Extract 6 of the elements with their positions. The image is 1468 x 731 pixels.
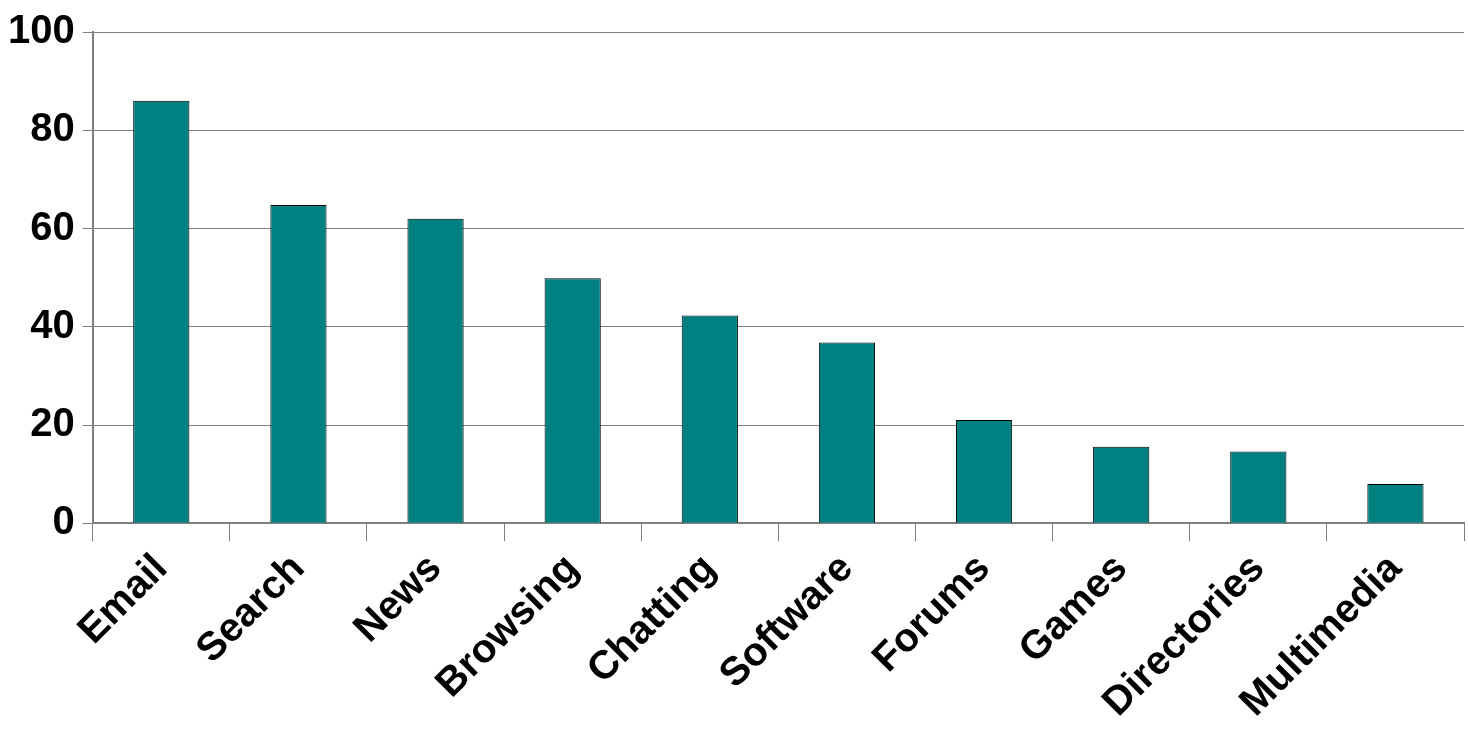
y-tick-label: 100 — [7, 7, 75, 52]
y-tick-label: 40 — [30, 301, 75, 346]
y-tick-label: 60 — [30, 203, 75, 248]
y-tick-label: 80 — [30, 105, 75, 150]
y-tick-label: 20 — [30, 400, 75, 445]
y-tick-label: 0 — [52, 498, 75, 543]
